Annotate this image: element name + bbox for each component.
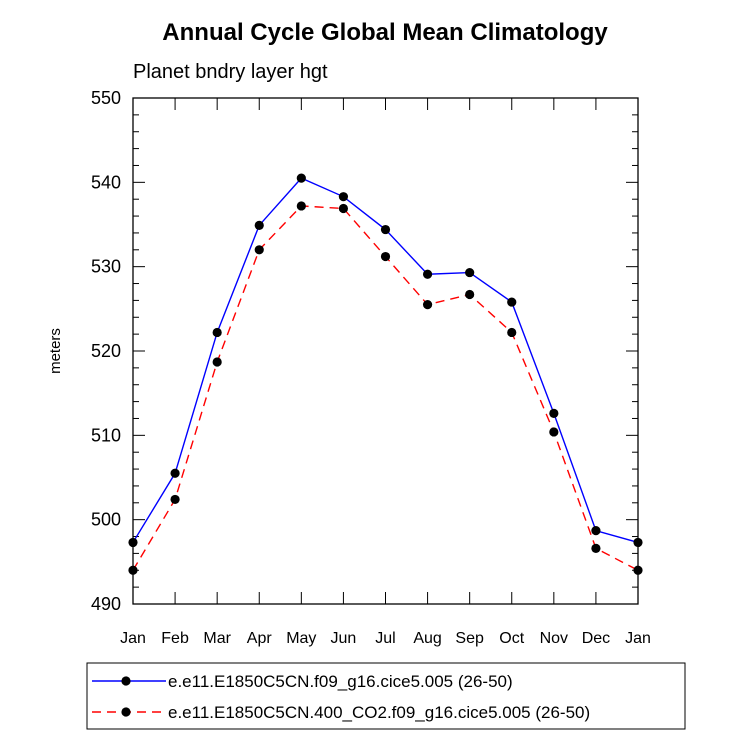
y-tick-label: 500 — [91, 510, 121, 530]
series-1-point — [591, 526, 601, 536]
legend-label-2: e.e11.E1850C5CN.400_CO2.f09_g16.cice5.00… — [168, 703, 590, 722]
series-2-point — [549, 427, 559, 437]
series-1-point — [633, 537, 643, 548]
plot-area: 490 500 510 520 530 540 550 Jan Feb Mar Apr May Jun J… — [91, 88, 651, 647]
x-tick-label: Feb — [161, 630, 189, 647]
x-tick-label: Jun — [331, 630, 357, 647]
y-tick-label: 530 — [91, 257, 121, 277]
x-tick-label: Jan — [120, 630, 146, 647]
series-1-point — [422, 269, 433, 279]
series-2-point — [170, 494, 180, 505]
y-tick-label: 540 — [91, 172, 121, 192]
x-tick-label: Oct — [499, 630, 524, 647]
legend-box — [86, 662, 686, 730]
series-2-point — [254, 245, 264, 255]
y-tick-label: 520 — [91, 341, 121, 361]
x-tick-label: Jul — [375, 630, 395, 647]
series-1-point — [170, 468, 180, 478]
series-2-point — [212, 357, 222, 367]
x-tick-label: Jan — [625, 630, 651, 647]
x-tick-label: Nov — [540, 630, 568, 647]
legend-marker-2 — [121, 707, 131, 717]
series-1-point — [465, 267, 475, 278]
y-tick-label: 490 — [91, 594, 121, 614]
x-tick-label: Apr — [247, 630, 273, 647]
x-tick-label: May — [286, 630, 316, 647]
series-1-point — [296, 173, 306, 183]
chart-title: Annual Cycle Global Mean Climatology — [162, 19, 608, 46]
x-tick-label: Sep — [455, 630, 484, 647]
series-2-point — [338, 203, 349, 214]
y-tick-label: 510 — [91, 425, 121, 445]
x-tick-label: Aug — [413, 630, 441, 647]
series-2-point — [591, 543, 601, 553]
legend-marker-1 — [121, 676, 131, 686]
series-2-point — [296, 201, 306, 211]
series-1-point — [507, 297, 517, 307]
series-2-point — [633, 565, 643, 575]
y-axis-label: meters — [47, 328, 64, 374]
series-1-point — [254, 220, 264, 230]
series-2-point — [422, 300, 433, 310]
series-2-point — [465, 289, 475, 300]
series-1-point — [549, 408, 559, 419]
series-2-point — [380, 251, 391, 262]
legend: e.e11.E1850C5CN.f09_g16.cice5.005 (26-50… — [86, 662, 686, 730]
chart-subtitle: Planet bndry layer hgt — [133, 61, 328, 83]
x-tick-label: Dec — [582, 630, 610, 647]
series-1-point — [338, 192, 349, 202]
legend-label-1: e.e11.E1850C5CN.f09_g16.cice5.005 (26-50… — [168, 672, 513, 691]
y-tick-label: 550 — [91, 88, 121, 108]
series-1-point — [380, 224, 391, 235]
x-tick-label: Mar — [203, 630, 231, 647]
series-2-point — [507, 327, 517, 338]
series-2-point — [128, 565, 138, 575]
series-1-point — [128, 537, 138, 548]
series-1-point — [212, 327, 222, 338]
plot-frame — [132, 97, 639, 605]
